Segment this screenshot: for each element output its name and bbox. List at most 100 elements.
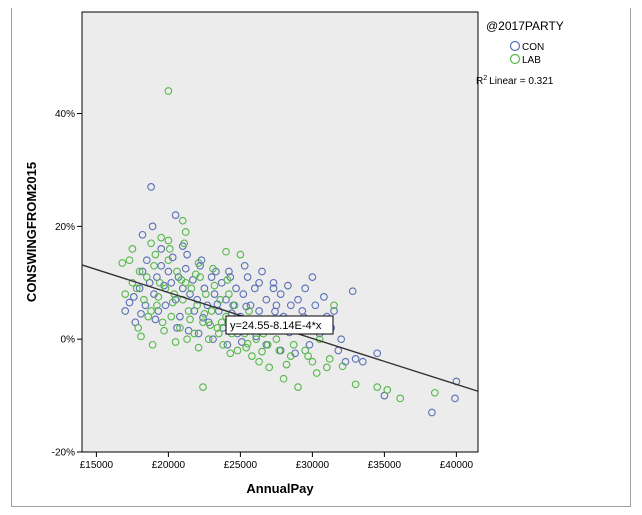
point-con-25 [193, 295, 202, 304]
point-lab-105 [338, 362, 347, 371]
point-con-10 [138, 267, 147, 276]
point-con-102 [137, 309, 145, 318]
point-lab-68 [430, 388, 439, 397]
point-con-76 [176, 312, 184, 321]
point-con-69 [358, 357, 367, 366]
legend: @2017PARTY CON LAB R2 Linear = 0.321 [476, 19, 564, 87]
point-lab-103 [282, 360, 291, 369]
point-lab-53 [265, 363, 274, 372]
point-con-42 [255, 307, 263, 315]
point-lab-75 [171, 338, 180, 346]
point-lab-27 [184, 307, 193, 315]
point-lab-29 [190, 329, 199, 338]
point-con-34 [225, 267, 233, 276]
point-con-91 [240, 261, 249, 270]
point-lab-66 [383, 386, 392, 394]
point-lab-78 [206, 321, 215, 329]
point-con-3 [138, 230, 147, 239]
point-lab-62 [325, 355, 334, 363]
point-con-68 [351, 355, 360, 363]
point-con-30 [210, 290, 219, 298]
point-lab-98 [200, 309, 209, 318]
frame-border-bottom [11, 506, 631, 507]
point-lab-64 [351, 380, 360, 389]
point-con-9 [135, 284, 144, 293]
y-tick-label-3: 40% [55, 109, 75, 120]
point-con-111 [271, 307, 279, 316]
point-lab-0 [164, 87, 173, 95]
point-con-95 [173, 324, 181, 332]
point-con-17 [164, 267, 173, 276]
point-lab-21 [167, 312, 176, 321]
fit-equation-box: y=24.55-8.14E-4*x [225, 315, 334, 335]
point-con-53 [294, 295, 302, 304]
point-lab-93 [134, 324, 143, 332]
point-con-22 [181, 264, 190, 273]
point-lab-72 [137, 332, 145, 341]
point-lab-97 [186, 315, 194, 324]
legend-title: @2017PARTY [486, 19, 564, 33]
point-con-103 [141, 301, 150, 310]
point-con-63 [330, 307, 338, 315]
point-lab-7 [164, 236, 173, 245]
point-lab-85 [289, 340, 298, 349]
y-axis-title: CONSWINGFROM2015 [24, 162, 39, 302]
point-con-67 [348, 287, 357, 296]
point-lab-36 [210, 281, 219, 290]
point-lab-33 [201, 290, 210, 298]
point-lab-32 [199, 318, 207, 327]
point-lab-37 [213, 324, 222, 332]
point-lab-57 [294, 383, 302, 391]
legend-marker-con [509, 40, 521, 52]
point-con-15 [157, 261, 166, 270]
point-con-27 [200, 284, 209, 293]
point-lab-67 [396, 394, 405, 403]
point-lab-10 [132, 284, 141, 293]
point-lab-54 [272, 335, 281, 344]
point-lab-89 [180, 239, 189, 248]
point-con-93 [269, 284, 278, 293]
point-con-6 [121, 307, 130, 315]
point-lab-45 [236, 250, 245, 259]
point-con-65 [337, 335, 346, 344]
point-con-75 [161, 301, 170, 310]
point-lab-65 [373, 383, 382, 391]
point-lab-71 [118, 259, 127, 267]
point-lab-107 [191, 270, 200, 279]
point-con-36 [232, 284, 240, 293]
point-lab-86 [304, 352, 312, 360]
point-lab-34 [204, 335, 213, 344]
point-lab-1 [178, 216, 187, 225]
x-tick-label-5: £40000 [440, 460, 474, 471]
point-con-50 [284, 281, 292, 290]
point-lab-83 [263, 340, 272, 349]
frame-border-right [630, 8, 631, 507]
point-lab-23 [173, 267, 181, 276]
point-con-74 [451, 394, 459, 403]
point-con-58 [311, 301, 320, 310]
point-lab-95 [154, 293, 163, 301]
point-con-0 [147, 183, 155, 191]
point-lab-59 [308, 357, 317, 366]
point-con-57 [308, 273, 317, 281]
point-con-104 [151, 315, 160, 324]
point-lab-3 [125, 256, 134, 265]
point-con-40 [246, 301, 255, 310]
point-lab-44 [233, 346, 242, 355]
point-con-94 [154, 307, 163, 315]
y-axis: -20% 0% 20% 40% [52, 109, 82, 459]
point-lab-49 [248, 352, 256, 360]
point-con-2 [148, 222, 157, 231]
point-lab-101 [243, 339, 252, 348]
frame-border-left [11, 8, 12, 507]
fit-equation-rect [225, 315, 334, 335]
r2-prefix: R [476, 76, 483, 87]
point-lab-69 [199, 383, 207, 391]
point-lab-35 [207, 307, 216, 315]
y-tick-label-1: 0% [61, 335, 76, 346]
x-axis-title: AnnualPay [246, 481, 314, 496]
point-lab-102 [258, 347, 266, 356]
x-tick-label-3: £30000 [296, 460, 330, 471]
point-con-97 [209, 335, 217, 344]
